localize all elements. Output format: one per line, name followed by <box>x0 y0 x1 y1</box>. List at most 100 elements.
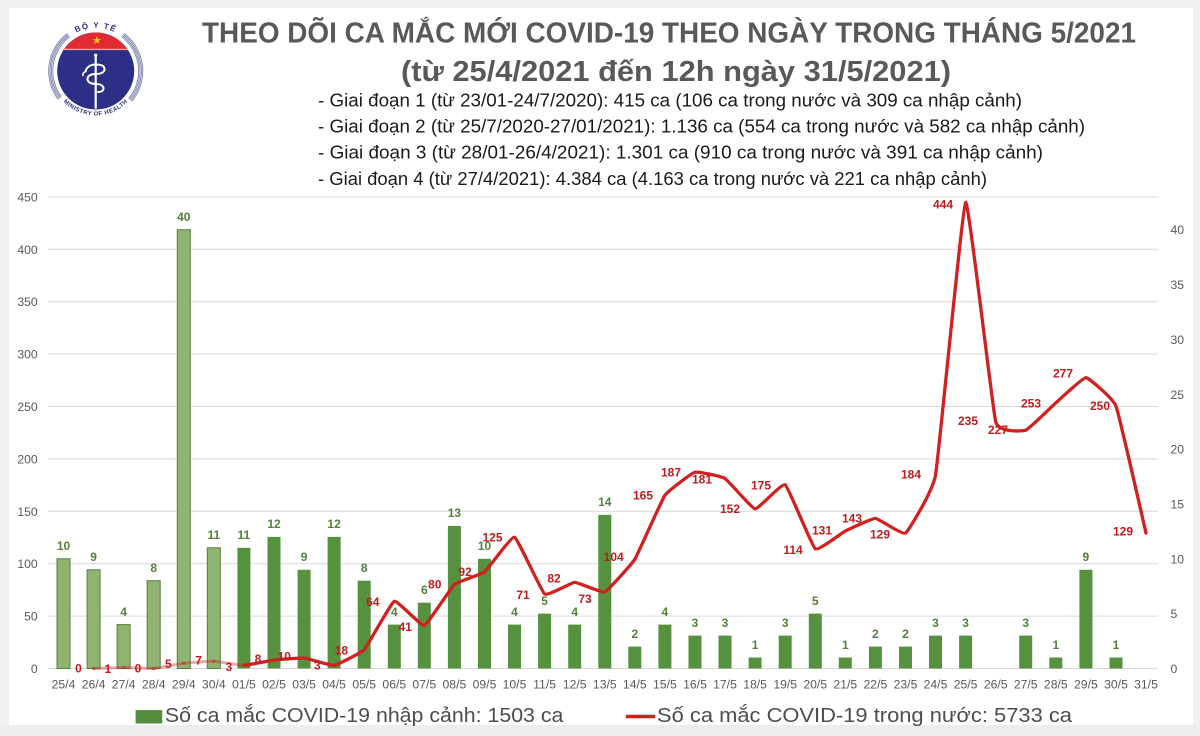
svg-text:Số ca mắc COVID-19 trong nước:: Số ca mắc COVID-19 trong nước: 5733 ca <box>657 704 1073 727</box>
svg-text:- Giai đoạn 1 (từ 23/01-24/7/2: - Giai đoạn 1 (từ 23/01-24/7/2020): 415 … <box>318 90 1022 110</box>
svg-text:3: 3 <box>692 616 699 630</box>
svg-text:THEO DÕI CA MẮC MỚI COVID-19 T: THEO DÕI CA MẮC MỚI COVID-19 THEO NGÀY T… <box>202 16 1136 50</box>
svg-text:9: 9 <box>90 550 97 564</box>
svg-text:11: 11 <box>207 528 220 542</box>
svg-text:0: 0 <box>1171 662 1178 676</box>
svg-text:181: 181 <box>692 472 712 486</box>
svg-text:200: 200 <box>17 452 38 466</box>
svg-text:82: 82 <box>547 571 561 585</box>
svg-text:1: 1 <box>104 662 111 676</box>
svg-text:143: 143 <box>842 511 862 525</box>
svg-text:300: 300 <box>17 348 38 362</box>
svg-text:0: 0 <box>75 661 82 675</box>
svg-text:22/5: 22/5 <box>864 678 888 692</box>
svg-text:20/5: 20/5 <box>803 678 827 692</box>
svg-text:35: 35 <box>1171 278 1185 292</box>
svg-text:150: 150 <box>17 505 38 519</box>
svg-text:40: 40 <box>177 210 191 224</box>
svg-text:152: 152 <box>720 502 740 516</box>
svg-text:20: 20 <box>1171 443 1185 457</box>
svg-text:92: 92 <box>458 565 472 579</box>
svg-text:7: 7 <box>195 653 202 667</box>
svg-text:10: 10 <box>1171 552 1185 566</box>
svg-text:450: 450 <box>17 190 38 204</box>
svg-text:12/5: 12/5 <box>563 678 587 692</box>
svg-text:30/4: 30/4 <box>202 678 226 692</box>
svg-text:227: 227 <box>988 423 1008 437</box>
svg-text:3: 3 <box>932 616 939 630</box>
svg-text:0: 0 <box>31 662 38 676</box>
svg-text:71: 71 <box>516 588 530 602</box>
svg-text:9: 9 <box>301 550 308 564</box>
svg-text:114: 114 <box>783 543 803 557</box>
svg-text:14: 14 <box>598 495 612 509</box>
svg-text:184: 184 <box>901 467 921 481</box>
svg-text:16/5: 16/5 <box>683 678 707 692</box>
svg-text:2: 2 <box>631 627 638 641</box>
svg-text:41: 41 <box>399 620 413 634</box>
svg-text:28/4: 28/4 <box>142 678 166 692</box>
svg-text:29/5: 29/5 <box>1074 678 1098 692</box>
svg-text:19/5: 19/5 <box>773 678 797 692</box>
svg-text:18/5: 18/5 <box>743 678 767 692</box>
svg-text:03/5: 03/5 <box>292 678 316 692</box>
svg-text:73: 73 <box>578 592 592 606</box>
svg-text:09/5: 09/5 <box>473 678 497 692</box>
svg-text:50: 50 <box>24 610 38 624</box>
svg-text:17/5: 17/5 <box>713 678 737 692</box>
svg-text:104: 104 <box>604 550 624 564</box>
svg-text:1: 1 <box>1113 638 1120 652</box>
svg-text:(từ 25/4/2021 đến 12h ngày 31/: (từ 25/4/2021 đến 12h ngày 31/5/2021) <box>401 56 951 88</box>
svg-text:13: 13 <box>448 506 462 520</box>
svg-text:0: 0 <box>135 661 142 675</box>
svg-text:27/4: 27/4 <box>112 678 136 692</box>
svg-text:8: 8 <box>150 561 157 575</box>
svg-text:5: 5 <box>541 594 548 608</box>
svg-text:10: 10 <box>278 649 292 663</box>
svg-text:23/5: 23/5 <box>894 678 918 692</box>
svg-text:12: 12 <box>327 517 341 531</box>
svg-text:80: 80 <box>428 577 442 591</box>
svg-text:165: 165 <box>633 488 653 502</box>
svg-text:06/5: 06/5 <box>382 678 406 692</box>
svg-text:3: 3 <box>782 616 789 630</box>
svg-text:8: 8 <box>255 652 262 666</box>
svg-text:- Giai đoạn 3 (từ 28/01-26/4/2: - Giai đoạn 3 (từ 28/01-26/4/2021): 1.30… <box>318 143 1043 163</box>
svg-text:25: 25 <box>1171 388 1185 402</box>
svg-text:15: 15 <box>1171 497 1185 511</box>
svg-text:1: 1 <box>752 638 759 652</box>
svg-text:100: 100 <box>17 557 38 571</box>
svg-text:40: 40 <box>1171 223 1185 237</box>
svg-text:Số ca mắc COVID-19 nhập cảnh:: Số ca mắc COVID-19 nhập cảnh: 1503 ca <box>165 704 564 727</box>
svg-text:4: 4 <box>120 605 127 619</box>
svg-text:1: 1 <box>1052 638 1059 652</box>
svg-text:31/5: 31/5 <box>1134 678 1158 692</box>
svg-text:26/5: 26/5 <box>984 678 1008 692</box>
svg-text:187: 187 <box>661 465 681 479</box>
svg-text:29/4: 29/4 <box>172 678 196 692</box>
svg-text:3: 3 <box>962 616 969 630</box>
svg-text:444: 444 <box>933 197 953 211</box>
svg-text:08/5: 08/5 <box>443 678 467 692</box>
svg-text:235: 235 <box>958 414 978 428</box>
svg-text:9: 9 <box>1083 550 1090 564</box>
svg-text:6: 6 <box>421 583 428 597</box>
svg-text:250: 250 <box>1090 399 1110 413</box>
svg-text:5: 5 <box>1171 607 1178 621</box>
svg-text:04/5: 04/5 <box>322 678 346 692</box>
svg-text:350: 350 <box>17 295 38 309</box>
svg-text:05/5: 05/5 <box>352 678 376 692</box>
svg-text:21/5: 21/5 <box>833 678 857 692</box>
svg-text:BỘ Y TẾ: BỘ Y TẾ <box>73 21 118 35</box>
svg-text:400: 400 <box>17 243 38 257</box>
svg-text:125: 125 <box>482 530 502 544</box>
svg-text:12: 12 <box>267 517 281 531</box>
svg-text:129: 129 <box>870 527 890 541</box>
svg-text:277: 277 <box>1053 366 1073 380</box>
svg-text:18: 18 <box>335 643 349 657</box>
svg-text:3: 3 <box>1022 616 1029 630</box>
svg-text:28/5: 28/5 <box>1044 678 1068 692</box>
svg-text:2: 2 <box>902 627 909 641</box>
svg-text:02/5: 02/5 <box>262 678 286 692</box>
svg-text:4: 4 <box>391 605 398 619</box>
